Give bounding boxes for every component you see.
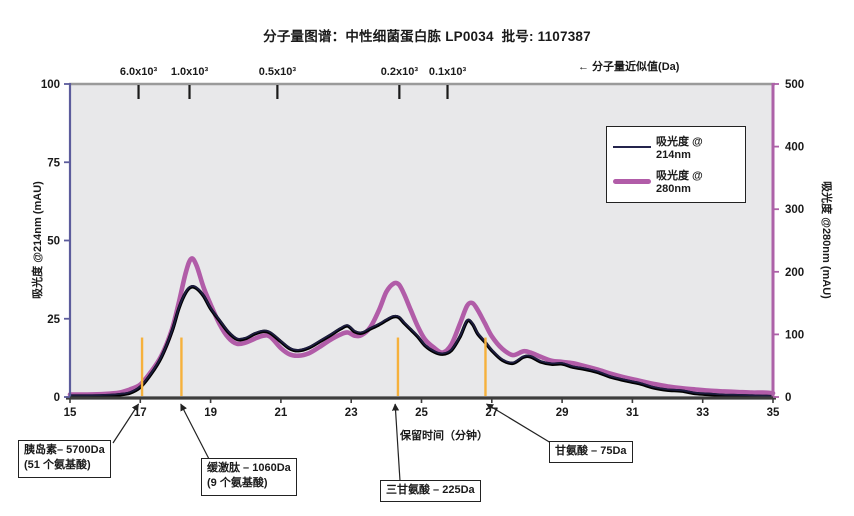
callout-triglycine-line1: 三甘氨酸 – 225Da — [386, 484, 475, 496]
x-axis-title: 保留时间（分钟） — [400, 430, 488, 442]
legend-label-214nm: 吸光度 @ 214nm — [656, 136, 703, 161]
left-axis-title: 吸光度 @214nm (mAU) — [32, 181, 44, 299]
y-right-tick-label-100: 100 — [785, 329, 804, 341]
right-axis-title: 吸光度 @280nm (mAU) — [820, 181, 832, 299]
callout-bradykinin-line1: 缓激肽 – 1060Da — [207, 462, 291, 474]
mw-tick-label-2: 0.5x10³ — [259, 66, 297, 78]
callout-arrow-0 — [112, 403, 140, 444]
callout-bradykinin-line2: (9 个氨基酸) — [207, 477, 268, 490]
mw-tick-label-1: 1.0x10³ — [171, 66, 209, 78]
x-tick-label-31: 31 — [626, 407, 639, 419]
legend-item-280nm: 吸光度 @ 280nm — [613, 167, 739, 195]
callout-glycine-line1: 甘氨酸 – 75Da — [555, 445, 627, 457]
mw-tick-label-3: 0.2x10³ — [381, 66, 419, 78]
legend-item-214nm: 吸光度 @ 214nm — [613, 133, 739, 161]
x-tick-label-27: 27 — [485, 407, 498, 419]
mw-approx-note: ← 分子量近似值(Da) — [578, 61, 680, 73]
mw-tick-label-4: 0.1x10³ — [429, 66, 467, 78]
x-tick-label-15: 15 — [64, 407, 77, 419]
y-left-tick-label-0: 0 — [54, 392, 60, 404]
legend: 吸光度 @ 214nm 吸光度 @ 280nm — [606, 126, 746, 203]
y-right-tick-label-0: 0 — [785, 392, 791, 404]
y-right-tick-label-500: 500 — [785, 79, 804, 91]
mw-tick-label-0: 6.0x10³ — [120, 66, 158, 78]
y-left-tick-label-75: 75 — [47, 157, 60, 169]
x-tick-label-35: 35 — [767, 407, 780, 419]
y-left-tick-label-25: 25 — [47, 314, 60, 326]
callout-glycine: 甘氨酸 – 75Da — [549, 441, 633, 464]
legend-line-280nm-icon — [613, 178, 651, 184]
callout-insulin-line1: 胰岛素– 5700Da — [24, 444, 105, 456]
y-right-tick-label-200: 200 — [785, 267, 804, 279]
y-left-tick-label-100: 100 — [41, 79, 60, 91]
callout-arrow-2 — [391, 403, 401, 482]
x-tick-label-19: 19 — [204, 407, 217, 419]
callout-insulin: 胰岛素– 5700Da (51 个氨基酸) — [18, 440, 111, 478]
series-280nm-curve — [67, 256, 776, 397]
x-tick-label-23: 23 — [345, 407, 358, 419]
x-tick-label-33: 33 — [696, 407, 709, 419]
callout-arrow-3 — [486, 403, 552, 444]
y-right-tick-label-400: 400 — [785, 142, 804, 154]
x-tick-label-29: 29 — [556, 407, 569, 419]
callout-bradykinin: 缓激肽 – 1060Da (9 个氨基酸) — [201, 458, 297, 496]
x-tick-label-21: 21 — [275, 407, 288, 419]
y-left-tick-label-50: 50 — [47, 236, 60, 248]
legend-line-214nm-icon — [613, 146, 651, 148]
y-right-tick-label-300: 300 — [785, 204, 804, 216]
chart-title: 分子量图谱：中性细菌蛋白胨 LP0034 批号: 1107387 — [263, 29, 591, 44]
callout-insulin-line2: (51 个氨基酸) — [24, 459, 91, 472]
callout-triglycine: 三甘氨酸 – 225Da — [380, 480, 481, 503]
legend-label-280nm: 吸光度 @ 280nm — [656, 170, 703, 195]
callout-arrow-1 — [180, 403, 210, 460]
x-tick-label-25: 25 — [415, 407, 428, 419]
series-214nm-curve — [70, 285, 774, 397]
